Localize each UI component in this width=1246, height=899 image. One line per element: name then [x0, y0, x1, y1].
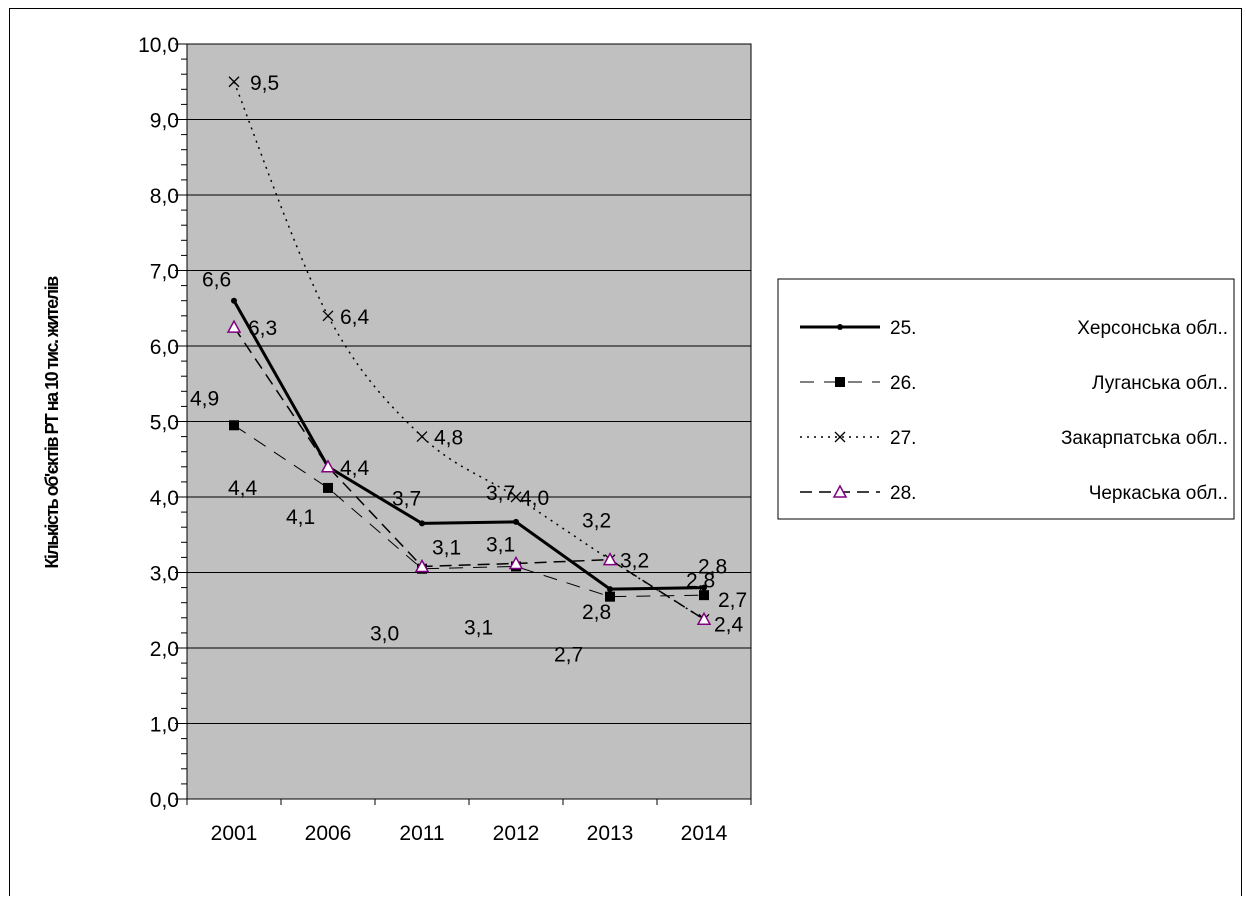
y-tick-label: 8,0 [150, 185, 179, 208]
data-label: 2,8 [686, 570, 715, 593]
data-labels: 6,64,4 3,7 3,72,82,84,94,13,0 3,12,72,79,56… [190, 72, 747, 667]
data-label: 3,2 [582, 510, 611, 533]
y-tick-label: 6,0 [150, 336, 179, 359]
series-line [233, 326, 705, 620]
data-label: 3,1 [464, 616, 493, 639]
x-tick-label: 2014 [681, 822, 728, 845]
legend-label: Луганська обл.. [1092, 373, 1228, 394]
x-tick-label: 2013 [587, 822, 634, 845]
data-point-marker [228, 76, 240, 88]
data-label: 3,1 [486, 533, 515, 556]
x-tick-label: 2001 [211, 822, 258, 845]
data-label: 2,7 [718, 589, 747, 612]
data-label: 4,8 [434, 427, 463, 450]
data-label: 2,8 [582, 601, 611, 624]
series-layer [226, 76, 712, 626]
data-point-marker [226, 319, 242, 333]
data-label: 4,4 [340, 457, 370, 480]
data-point-marker [323, 482, 333, 493]
data-label: 4,4 [228, 477, 258, 500]
y-tick-label: 9,0 [150, 110, 179, 133]
data-point-marker [834, 431, 846, 443]
data-point-marker [837, 324, 843, 330]
y-tick-label: 0,0 [150, 789, 179, 812]
y-tick-label: 1,0 [150, 714, 179, 737]
data-label: 6,4 [340, 306, 370, 329]
plot-area: 0,0 1,0 2,0 3,0 4,0 5,0 6,0 7,0 8,0 9,0 10,0 [138, 34, 752, 812]
data-point-marker [602, 552, 618, 566]
data-point-marker [607, 586, 613, 593]
data-point-marker [508, 555, 524, 570]
data-point-marker [229, 420, 239, 431]
y-tick-label: 4,0 [150, 487, 179, 510]
x-tick-label: 2011 [399, 822, 444, 845]
legend-number: 25. [890, 318, 916, 339]
data-label: 3,0 [370, 623, 399, 646]
data-label: 3,7 [486, 482, 515, 505]
axes: Кількість об'єктів РТ на 10 тис. жителів… [42, 43, 752, 845]
data-point-marker [832, 484, 848, 498]
data-point-marker [416, 431, 428, 443]
series-line [233, 424, 705, 598]
series-line [232, 299, 705, 591]
data-label: 4,0 [520, 487, 549, 510]
data-point-marker [510, 491, 522, 503]
data-point-marker [701, 584, 707, 591]
data-point-marker [605, 591, 615, 602]
data-point-marker [322, 310, 334, 322]
legend-label: Закарпатська обл.. [1061, 428, 1228, 449]
data-label: 2,7 [554, 644, 583, 667]
data-point-marker [320, 459, 336, 473]
data-label: 3,2 [620, 550, 649, 573]
y-tick-label: 2,0 [150, 638, 179, 661]
chart-area [9, 8, 1242, 896]
data-point-marker [419, 520, 425, 527]
x-tick-label: 2012 [493, 822, 540, 845]
legend-number: 27. [890, 428, 916, 449]
data-label: 4,9 [190, 387, 219, 410]
y-tick-label: 7,0 [150, 261, 179, 284]
data-point-marker [414, 558, 430, 573]
data-label: 3,1 [432, 536, 461, 559]
data-label: 6,6 [202, 269, 231, 292]
data-point-marker [835, 377, 845, 387]
x-tick-label: 2006 [305, 822, 352, 845]
legend-number: 26. [890, 373, 916, 394]
data-label: 4,1 [286, 506, 315, 529]
series-4 [226, 319, 712, 626]
data-label: 2,8 [698, 555, 727, 578]
legend: 25. Херсонська обл.. 26. Луганська обл.. 27.… [777, 278, 1235, 520]
data-label: 2,4 [714, 613, 744, 636]
legend-box [777, 278, 1235, 520]
data-label: 3,7 [392, 487, 421, 510]
data-point-marker [231, 297, 237, 304]
legend-number: 28. [890, 483, 916, 504]
y-tick-label: 10,0 [138, 34, 179, 57]
data-point-marker [513, 518, 519, 525]
legend-label: Черкаська обл.. [1089, 483, 1228, 504]
y-tick-label: 5,0 [150, 412, 179, 435]
y-tick-label: 3,0 [150, 563, 179, 586]
data-label: 6,3 [248, 317, 277, 340]
legend-label: Херсонська обл.. [1077, 318, 1228, 339]
y-axis-title: Кількість об'єктів РТ на 10 тис. жителів [42, 276, 62, 569]
data-point-marker [696, 611, 712, 626]
data-label: 9,5 [250, 72, 279, 95]
data-point-marker [699, 590, 709, 601]
